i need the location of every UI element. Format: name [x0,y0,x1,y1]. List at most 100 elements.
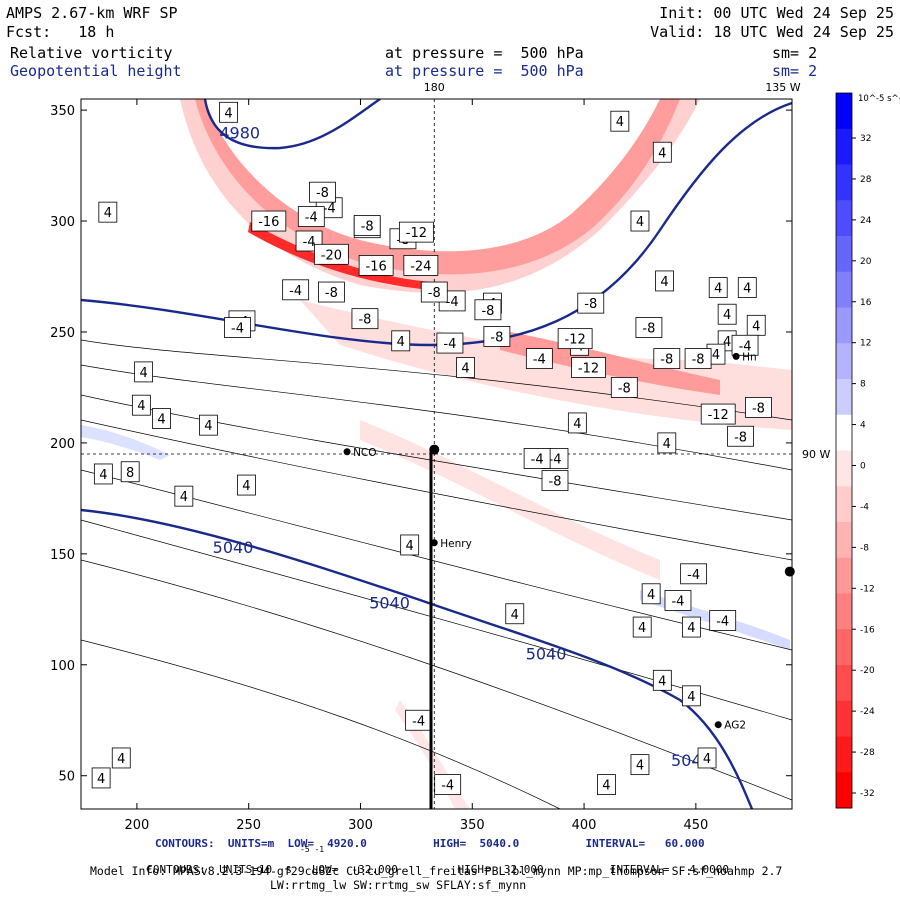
vorticity-label-text: 4 [224,106,232,121]
station-layer: NCO Henry Hn AG2 [343,351,795,732]
vorticity-label-box [474,299,502,321]
x-tick-label: 350 [460,818,485,833]
colorbar-swatch [836,200,852,237]
vorticity-label-text: 4 [638,621,646,636]
colorbar-label: 20 [860,257,872,267]
vorticity-label-box [652,669,672,691]
station-marker [732,352,740,360]
vorticity-label-box [630,210,650,232]
vorticity-contour-label: -8 [318,281,345,303]
field1-smoothing: sm= 2 [772,44,818,62]
colorbar-label: 32 [860,134,871,144]
vorticity-label-text: -8 [316,186,329,201]
vorticity-label-text: 4 [663,437,671,452]
vorticity-contour-label: 4 [697,747,717,769]
vorticity-contour-label: 4 [630,210,650,232]
colorbar-swatch [836,307,852,344]
vorticity-contour-label: -4 [664,590,692,611]
vorticity-label-box [400,534,420,556]
vorticity-contour-label: -16 [358,255,394,276]
y-tick-label: 250 [50,326,75,341]
colorbar-swatch [836,629,852,666]
colorbar-swatch [836,236,852,273]
vorticity-label-box [571,357,606,378]
vorticity-contour-label: 4 [655,270,674,292]
vorticity-label-text: 4 [723,308,731,323]
vorticity-label-text: 4 [647,588,655,603]
vorticity-label-box [351,308,379,330]
vorticity-label-box [700,403,736,425]
vorticity-label-text: 4 [687,690,695,705]
vorticity-label-box [681,616,701,638]
vorticity-contour-label: -12 [571,357,606,378]
colorbar-swatch [836,700,852,737]
vorticity-contour-label: 4 [641,583,661,605]
y-tick-label: 350 [50,104,75,119]
vorticity-contour-label: -8 [353,215,381,236]
vorticity-label-box [541,470,569,492]
vorticity-contour-label: 4 [708,277,728,298]
station-marker [714,721,722,729]
vorticity-label-text: -4 [412,714,425,729]
vorticity-label-box [314,243,349,265]
station-marker [343,448,351,456]
vorticity-label-text: -8 [734,430,747,445]
vorticity-contour-label: -4 [297,206,325,227]
vorticity-label-text: 4 [573,417,581,432]
colorbar-swatch [836,164,852,201]
vorticity-label-text: 4 [406,539,414,554]
vorticity-label-box [737,277,757,298]
colorbar-label: 8 [860,380,866,390]
vorticity-label-box [131,394,151,416]
colorbar-label: 4 [860,421,866,431]
vorticity-label-box [684,348,712,369]
meridian-label: 135 W [765,81,800,94]
vorticity-label-text: -4 [441,779,454,794]
vorticity-contour-label: -12 [700,403,736,425]
vorticity-label-box [523,448,551,469]
vorticity-contour-label: -4 [405,709,433,731]
vorticity-contour-label: 8 [120,461,140,483]
vorticity-contour-label: 4 [111,747,131,769]
vorticity-contour-label: 4 [199,414,218,436]
vorticity-label-box [224,317,251,338]
vorticity-contour-line [81,519,792,721]
vorticity-strip-red [248,222,430,290]
vorticity-band-blue2 [81,425,170,460]
vorticity-label-text: 4 [104,206,112,221]
vorticity-label-box [219,101,238,123]
vorticity-contour-label: 4 [717,303,737,325]
vorticity-label-box [709,610,737,631]
vorticity-label-box [420,281,448,303]
colorbar-frame [835,92,853,809]
vorticity-label-text: -12 [708,408,729,423]
vorticity-contour-label: -20 [314,243,349,265]
vorticity-label-box [610,110,630,132]
vorticity-label-box [708,277,728,298]
vorticity-band-mid-inner [500,330,720,395]
vorticity-contour-label: -8 [635,317,663,338]
vorticity-label-text: -8 [660,353,673,368]
colorbar-swatch [836,736,852,773]
vorticity-contour-label: 4 [597,774,616,795]
vorticity-units-exponent: -5 -1 [300,845,325,854]
y-tick-label: 50 [58,770,75,785]
colorbar-label: 28 [860,175,872,185]
vorticity-label-box [98,201,118,223]
vorticity-contour-label: -8 [653,348,681,369]
vorticity-label-box [199,414,218,436]
vorticity-label-box [91,767,111,789]
vorticity-label-text: -12 [565,333,586,348]
vorticity-label-text: -8 [618,381,631,396]
vorticity-label-text: -4 [323,202,336,217]
vorticity-label-box [93,463,113,485]
vorticity-contours-info: CONTOURS: UNITS=10 s LOW= -32.000 HIGH= … [133,850,729,876]
vorticity-contour-label: 4 [681,685,701,707]
colorbar-swatch [836,414,852,451]
vorticity-label-box [391,330,411,352]
colorbar-label: 24 [860,216,872,226]
vorticity-label-text: -4 [231,322,244,337]
x-tick-label: 450 [683,818,708,833]
vorticity-contour-label: 4 [93,463,113,485]
vorticity-contour-label: -4 [709,610,737,631]
